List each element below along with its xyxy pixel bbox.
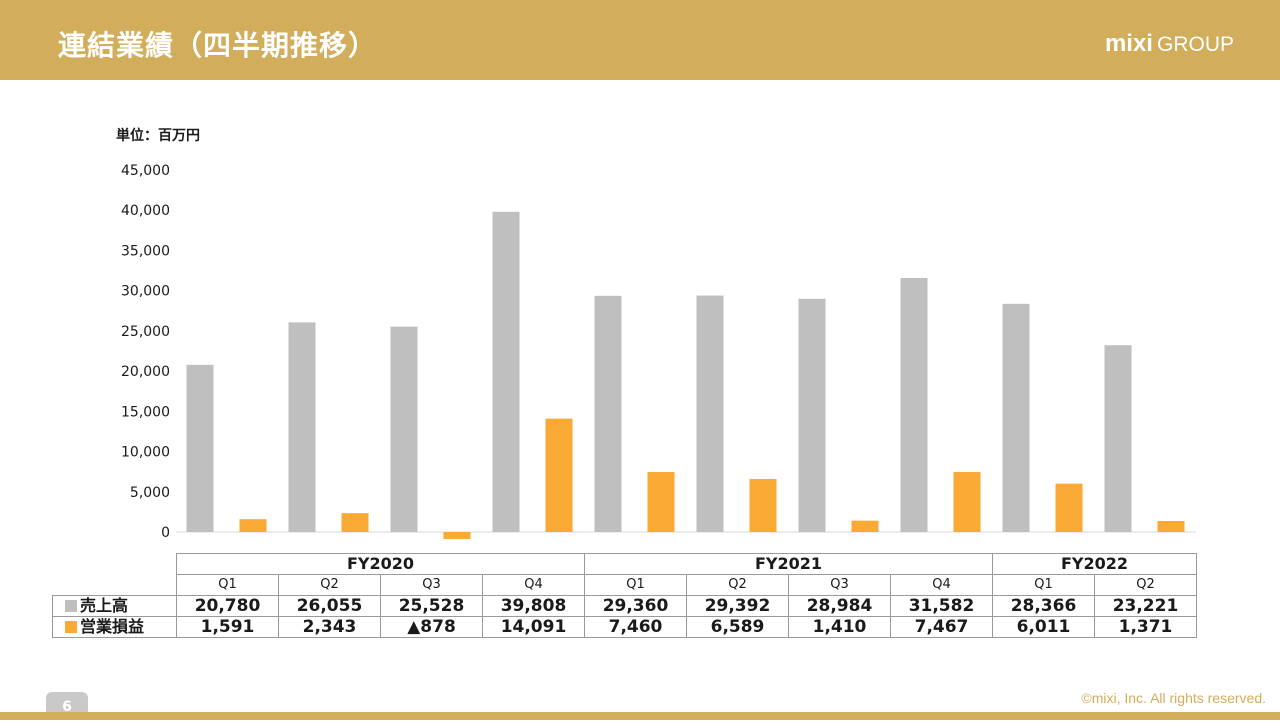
legend-label: 営業損益 — [80, 617, 145, 636]
table-quarter-header: Q1 — [584, 574, 687, 596]
y-tick-label: 20,000 — [121, 364, 170, 380]
table-corner — [53, 554, 177, 575]
table-cell: 26,055 — [278, 595, 381, 617]
y-tick-label: 25,000 — [121, 324, 170, 340]
table-cell: 29,392 — [686, 595, 789, 617]
bar-operating-profit — [647, 471, 675, 532]
table-cell: 31,582 — [890, 595, 993, 617]
bar-operating-profit — [341, 513, 369, 532]
data-table: FY2020 FY2021 FY2022 Q1 Q2 Q3 Q4 Q1 Q2 Q3 Q4 Q1 Q2 売上… — [52, 553, 1197, 638]
table-cell: 29,360 — [584, 595, 687, 617]
table-quarter-header: Q3 — [788, 574, 891, 596]
table-quarter-header: Q2 — [686, 574, 789, 596]
table-cell: 7,467 — [890, 616, 993, 638]
table-quarter-header: Q2 — [278, 574, 381, 596]
bar-sales — [492, 211, 520, 532]
bar-operating-profit — [749, 478, 777, 532]
y-tick-label: 35,000 — [121, 243, 170, 259]
bar-sales — [288, 322, 316, 532]
y-tick-label: 45,000 — [121, 163, 170, 179]
table-quarter-header: Q2 — [1094, 574, 1197, 596]
table-cell: 1,591 — [176, 616, 279, 638]
y-tick-label: 0 — [161, 525, 170, 541]
bar-operating-profit — [545, 418, 573, 532]
table-quarter-header: Q4 — [890, 574, 993, 596]
legend-swatch — [65, 621, 77, 633]
bar-operating-profit — [953, 471, 981, 532]
bar-sales — [1002, 303, 1030, 532]
copyright-text: ©mixi, Inc. All rights reserved. — [1081, 690, 1266, 706]
table-corner — [53, 575, 177, 596]
table-cell: 20,780 — [176, 595, 279, 617]
bar-operating-profit — [443, 532, 471, 540]
table-year-header: FY2020 — [176, 553, 585, 575]
y-tick-label: 10,000 — [121, 445, 170, 461]
table-quarter-header: Q4 — [482, 574, 585, 596]
table-cell: 1,410 — [788, 616, 891, 638]
table-quarter-header: Q1 — [176, 574, 279, 596]
bar-sales — [186, 364, 214, 532]
y-tick-label: 30,000 — [121, 284, 170, 300]
table-cell: ▲878 — [380, 616, 483, 638]
table-quarter-header: Q3 — [380, 574, 483, 596]
table-cell: 39,808 — [482, 595, 585, 617]
legend-swatch — [65, 600, 77, 612]
unit-label: 単位：百万円 — [116, 128, 200, 144]
header-bar: 連結業績（四半期推移） mixi GROUP — [0, 0, 1280, 80]
bar-sales — [594, 295, 622, 532]
y-tick-label: 40,000 — [121, 203, 170, 219]
table-cell: 25,528 — [380, 595, 483, 617]
table-cell: 2,343 — [278, 616, 381, 638]
page-title: 連結業績（四半期推移） — [58, 29, 378, 62]
bar-sales — [696, 295, 724, 532]
table-label-sales: 売上高 — [52, 595, 177, 617]
table-cell: 14,091 — [482, 616, 585, 638]
bar-operating-profit — [1157, 520, 1185, 532]
company-logo: mixi GROUP — [1105, 30, 1234, 58]
table-cell: 28,984 — [788, 595, 891, 617]
table-cell: 28,366 — [992, 595, 1095, 617]
y-tick-label: 5,000 — [130, 485, 170, 501]
footer-bar — [0, 712, 1280, 720]
table-cell: 1,371 — [1094, 616, 1197, 638]
table-cell: 6,589 — [686, 616, 789, 638]
bar-sales — [798, 298, 826, 532]
table-label-operating-profit: 営業損益 — [52, 616, 177, 638]
bar-sales — [1104, 345, 1132, 532]
table-year-header: FY2021 — [584, 553, 993, 575]
bar-operating-profit — [239, 519, 267, 532]
logo-mixi-text: mixi — [1104, 30, 1153, 57]
table-cell: 6,011 — [992, 616, 1095, 638]
bar-sales — [900, 277, 928, 532]
bar-operating-profit — [851, 520, 879, 532]
logo-group-text: GROUP — [1156, 33, 1234, 56]
table-year-header: FY2022 — [992, 553, 1197, 575]
table-cell: 23,221 — [1094, 595, 1197, 617]
bar-operating-profit — [1055, 483, 1083, 532]
legend-label: 売上高 — [80, 596, 129, 615]
table-quarter-header: Q1 — [992, 574, 1095, 596]
bar-sales — [390, 326, 418, 532]
y-tick-label: 15,000 — [121, 404, 170, 420]
table-cell: 7,460 — [584, 616, 687, 638]
